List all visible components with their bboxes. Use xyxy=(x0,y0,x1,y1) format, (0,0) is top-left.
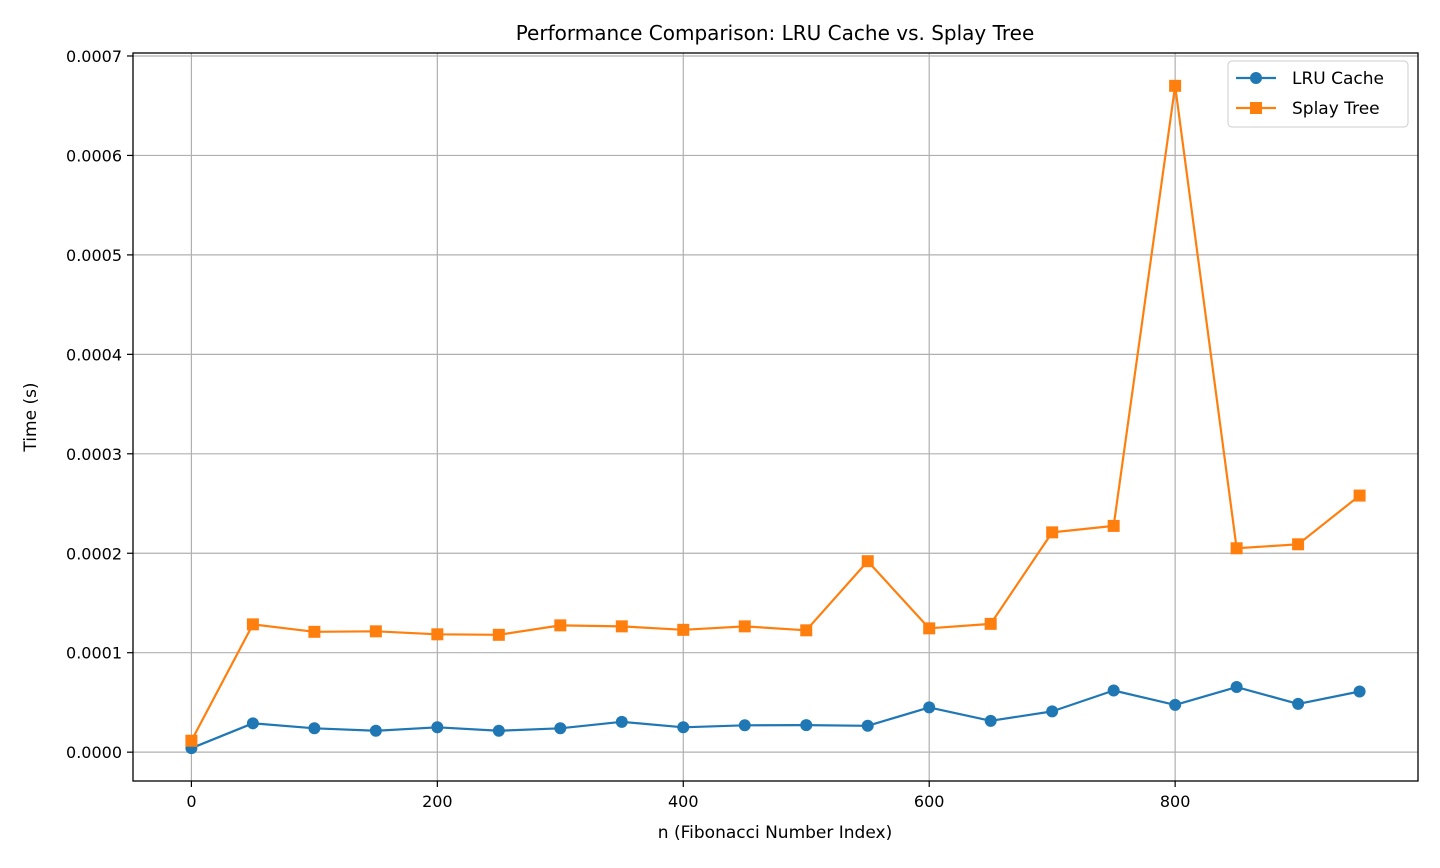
lru-cache-point xyxy=(677,721,690,734)
legend-splay-marker xyxy=(1250,102,1262,114)
legend-lru-label: LRU Cache xyxy=(1292,69,1384,89)
legend: LRU Cache Splay Tree xyxy=(1227,60,1409,128)
lru-cache-point xyxy=(615,715,628,728)
legend-lru-marker xyxy=(1250,72,1262,84)
splay-tree-point xyxy=(1046,526,1059,539)
lru-cache-point xyxy=(738,719,751,732)
lru-cache-point xyxy=(1046,705,1059,718)
y-tick-label: 0.0005 xyxy=(66,246,122,265)
x-tick-label: 200 xyxy=(422,792,453,811)
splay-tree-point xyxy=(923,622,936,635)
y-axis-label: Time (s) xyxy=(21,382,41,452)
lru-cache-point xyxy=(308,722,321,735)
splay-tree-point xyxy=(431,628,444,641)
plot-area-frame xyxy=(132,52,1419,782)
y-tick-label: 0.0003 xyxy=(66,445,122,464)
splay-tree-point xyxy=(861,555,874,568)
lru-cache-point xyxy=(1107,684,1120,697)
series-lru-cache xyxy=(185,681,1366,755)
x-tick-label: 600 xyxy=(914,792,945,811)
lru-cache-point xyxy=(984,714,997,727)
x-axis-label: n (Fibonacci Number Index) xyxy=(658,823,892,843)
splay-tree-point xyxy=(1292,538,1305,551)
splay-tree-point xyxy=(1353,489,1366,502)
splay-tree-line xyxy=(190,84,1361,742)
series-layer xyxy=(185,79,1366,755)
splay-tree-point xyxy=(677,623,690,636)
lru-cache-point xyxy=(1353,685,1366,698)
lru-cache-point xyxy=(492,724,505,737)
splay-tree-point xyxy=(1230,542,1243,555)
splay-tree-point xyxy=(554,619,567,632)
splay-tree-point xyxy=(984,617,997,630)
lru-cache-point xyxy=(246,717,259,730)
series-splay-tree xyxy=(185,79,1366,747)
lru-cache-point xyxy=(1169,698,1182,711)
lru-cache-point xyxy=(800,719,813,732)
x-tick-label: 800 xyxy=(1160,792,1191,811)
y-tick-label: 0.0004 xyxy=(66,345,122,364)
splay-tree-point xyxy=(246,618,259,631)
splay-tree-point xyxy=(369,625,382,638)
splay-tree-point xyxy=(1107,519,1120,532)
lru-cache-point xyxy=(431,721,444,734)
chart-title: Performance Comparison: LRU Cache vs. Sp… xyxy=(516,21,1035,45)
grid-lines xyxy=(133,53,1418,781)
legend-splay-label: Splay Tree xyxy=(1292,99,1380,119)
y-tick-label: 0.0006 xyxy=(66,146,122,165)
lru-cache-point xyxy=(369,724,382,737)
splay-tree-point xyxy=(738,620,751,633)
splay-tree-point xyxy=(185,734,198,747)
x-tick-label: 400 xyxy=(668,792,699,811)
axes: 0 200 400 600 800 0.0000 0.0001 0.0002 0.0003 0.0… xyxy=(66,47,1190,811)
splay-tree-point xyxy=(1169,79,1182,92)
y-tick-label: 0.0002 xyxy=(66,544,122,563)
splay-tree-point xyxy=(800,624,813,637)
lru-cache-point xyxy=(554,722,567,735)
y-tick-label: 0.0007 xyxy=(66,47,122,66)
lru-cache-point xyxy=(861,719,874,732)
lru-cache-point xyxy=(1292,697,1305,710)
y-tick-label: 0.0000 xyxy=(66,743,122,762)
lru-cache-point xyxy=(923,701,936,714)
splay-tree-point xyxy=(615,620,628,633)
splay-tree-point xyxy=(308,625,321,638)
y-tick-label: 0.0001 xyxy=(66,644,122,663)
lru-cache-line xyxy=(190,685,1360,750)
x-tick-label: 0 xyxy=(186,792,196,811)
splay-tree-point xyxy=(492,628,505,641)
plot-area-background xyxy=(133,53,1418,781)
lru-cache-point xyxy=(1230,681,1243,694)
